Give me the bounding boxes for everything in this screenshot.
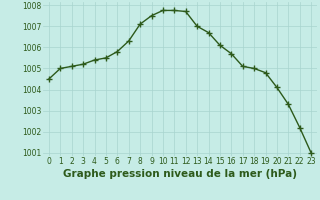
- X-axis label: Graphe pression niveau de la mer (hPa): Graphe pression niveau de la mer (hPa): [63, 169, 297, 179]
